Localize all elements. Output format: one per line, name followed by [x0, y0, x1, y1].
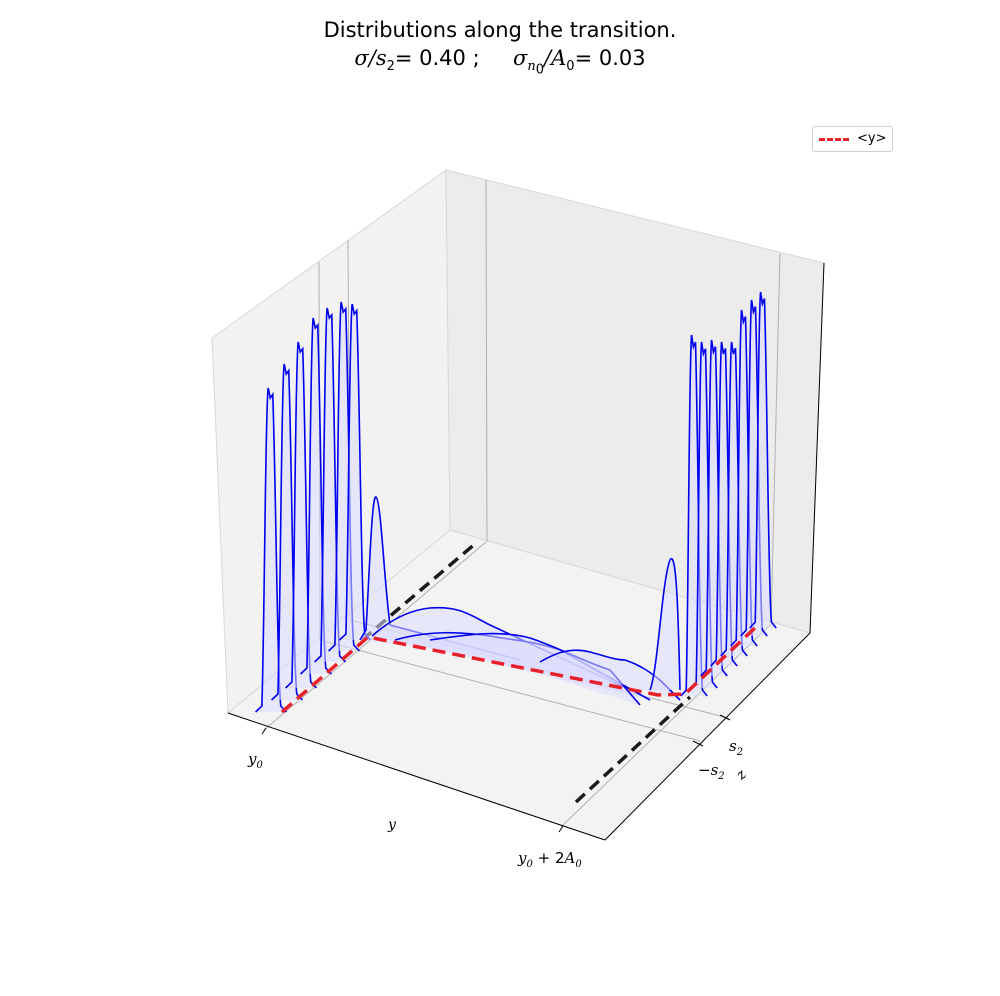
fraction-slash: /	[368, 46, 376, 70]
ratio-value-1: = 0.40 ;	[394, 46, 480, 70]
z-axis-label: z	[733, 766, 751, 784]
mean-line	[280, 623, 760, 714]
y-tick-1	[261, 727, 267, 735]
z-tick-2	[692, 740, 704, 747]
n-subscript: n	[527, 59, 536, 75]
sigma-symbol-2: σ	[513, 46, 528, 70]
right-peak-curve-8	[749, 291, 777, 629]
legend-mean-line-swatch	[819, 138, 849, 141]
distribution-curves	[255, 291, 777, 713]
left-peak-curve-1	[255, 387, 287, 713]
z-tick-1	[719, 714, 731, 721]
transition-peak-curve-2	[649, 557, 681, 691]
transition-peak-curve-1	[359, 496, 521, 661]
chart-title: Distributions along the transition. σ/s2…	[0, 16, 1000, 85]
y-axis-label: y	[387, 817, 397, 833]
sigma-symbol: σ	[354, 46, 369, 70]
y-tick-2	[558, 825, 564, 833]
title-line-1: Distributions along the transition.	[323, 18, 677, 42]
z-axis-line	[604, 632, 811, 841]
z-tick-label-2: −s2	[698, 761, 725, 782]
a-subscript: 0	[566, 59, 575, 75]
z-tick-label-1: s2	[729, 737, 743, 758]
s-subscript: 2	[386, 59, 395, 75]
title-line-2: σ/s2= 0.40 ; σn0/A0= 0.03	[0, 44, 1000, 85]
middle-curve-4	[539, 649, 681, 701]
legend-label: <y>	[857, 131, 887, 146]
guide-line-right	[574, 695, 692, 804]
y-tick-label-1: y0	[247, 750, 263, 771]
right-edge-line	[809, 262, 825, 634]
legend: <y>	[812, 126, 893, 152]
y-tick-label-2: y0 + 2A0	[517, 849, 582, 870]
n-sub-subscript: 0	[535, 62, 545, 78]
left-peak-curve-7	[339, 303, 371, 641]
y-axis-line	[227, 712, 606, 841]
fraction-slash-2: /	[544, 46, 552, 70]
s-symbol: s	[375, 46, 387, 70]
ratio-value-2: = 0.03	[574, 46, 646, 70]
a-symbol: A	[551, 46, 567, 70]
